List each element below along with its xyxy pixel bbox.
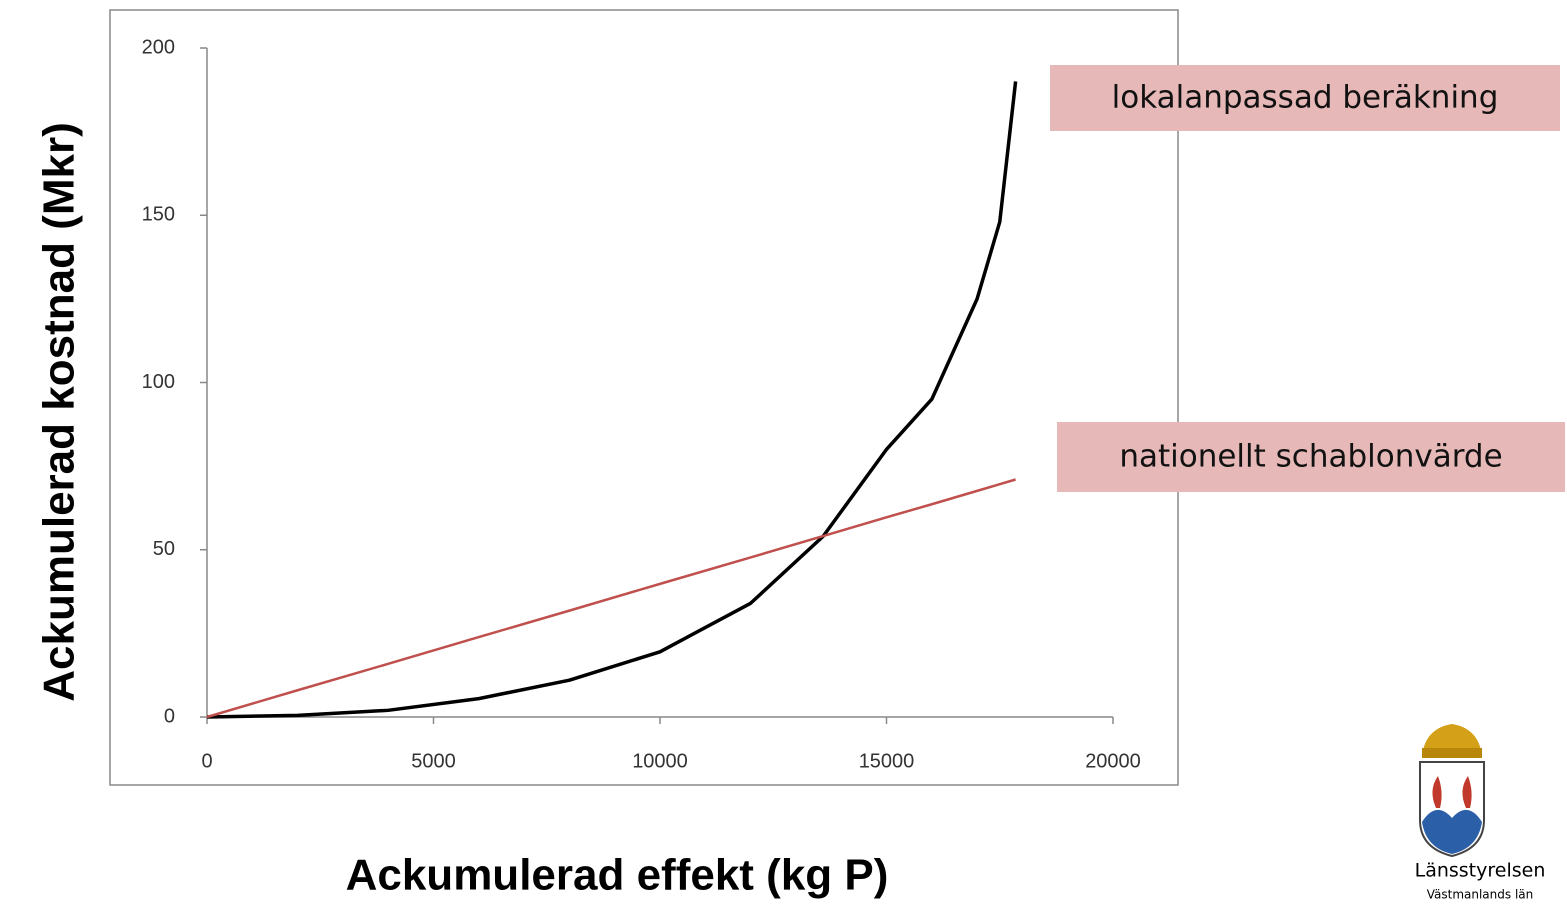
y-tick-label: 200 [142, 36, 175, 58]
x-tick-label: 10000 [632, 750, 688, 772]
x-tick-label: 15000 [859, 750, 915, 772]
y-tick-label: 100 [142, 371, 175, 393]
logo-region: Västmanlands län [1427, 888, 1534, 902]
logo-name: Länsstyrelsen [1415, 860, 1546, 882]
y-tick-label: 50 [153, 538, 175, 560]
x-tick-label: 0 [201, 750, 212, 772]
logo [1419, 724, 1485, 858]
y-tick-label: 150 [142, 204, 175, 226]
annotation: lokalanpassad beräkning [1112, 80, 1499, 116]
x-tick-label: 20000 [1085, 750, 1141, 772]
annotation: nationellt schablonvärde [1119, 439, 1502, 475]
y-axis-label: Ackumulerad kostnad (Mkr) [35, 122, 84, 701]
x-axis-label: Ackumulerad effekt (kg P) [346, 851, 889, 900]
series-line [206, 478, 1016, 719]
annotation-box [1050, 65, 1560, 131]
x-tick-label: 5000 [411, 750, 456, 772]
annotation-box [1057, 422, 1565, 492]
series-line [206, 81, 1018, 719]
y-tick-label: 0 [164, 705, 175, 727]
chart-frame [109, 9, 1179, 786]
